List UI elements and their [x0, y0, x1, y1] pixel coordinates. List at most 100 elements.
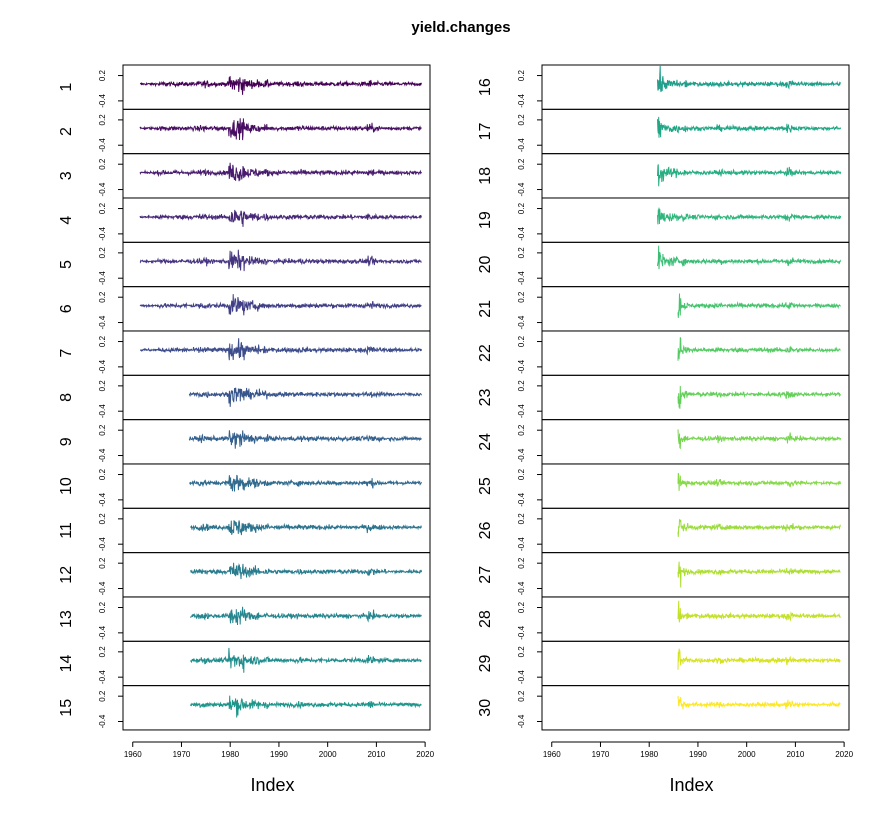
panel-10: 10 0.2 -0.4	[58, 463, 431, 509]
y-tick-label: 0.2	[517, 690, 526, 702]
x-tick-label: 1970	[173, 750, 191, 759]
panel-frame	[122, 241, 431, 288]
series-line-18	[657, 164, 842, 187]
series-line-28	[677, 600, 841, 623]
panel-frame	[541, 330, 850, 376]
panel-label: 21	[477, 300, 494, 318]
y-tick-label: -0.4	[98, 448, 107, 462]
panel-23: 23 0.2 -0.4	[477, 374, 850, 421]
panel-label: 17	[477, 122, 494, 140]
panel-label: 24	[477, 433, 494, 451]
x-tick-label: 2010	[367, 750, 385, 759]
y-tick-label: -0.4	[98, 670, 107, 684]
x-tick-label: 2000	[319, 750, 337, 759]
panel-label: 29	[477, 654, 494, 672]
panel-label: 16	[477, 78, 494, 96]
series-line-7	[139, 338, 422, 361]
panel-label: 5	[58, 260, 75, 269]
panel-3: 3 0.2 -0.4	[58, 153, 431, 199]
y-tick-label: -0.4	[98, 404, 107, 418]
series-line-2	[139, 118, 422, 141]
panel-label: 11	[58, 522, 75, 539]
chart-title: yield.changes	[411, 19, 510, 36]
series-line-17	[657, 116, 842, 138]
y-tick-label: 0.2	[98, 158, 107, 170]
y-tick-label: 0.2	[98, 557, 107, 569]
panel-frame	[122, 64, 431, 110]
y-tick-label: 0.2	[517, 114, 526, 126]
panel-7: 7 0.2 -0.4	[58, 330, 431, 376]
series-line-9	[188, 430, 422, 449]
panel-label: 22	[477, 344, 494, 362]
series-line-1	[139, 76, 422, 95]
y-tick-label: 0.2	[98, 424, 107, 436]
y-tick-label: -0.4	[98, 492, 107, 506]
x-tick-label: 2000	[738, 750, 756, 759]
x-tick-label: 1970	[592, 750, 610, 759]
panel-9: 9 0.2 -0.4	[58, 419, 431, 465]
panel-frame	[541, 241, 850, 288]
panel-label: 27	[477, 566, 494, 584]
x-tick-label: 2010	[786, 750, 804, 759]
series-line-5	[139, 249, 422, 272]
y-tick-label: 0.2	[98, 690, 107, 702]
x-tick-label: 1980	[221, 750, 239, 759]
panel-label: 7	[58, 349, 75, 358]
panel-frame	[541, 685, 850, 731]
y-tick-label: -0.4	[98, 271, 107, 285]
panel-label: 25	[477, 477, 494, 495]
panel-frame	[541, 640, 850, 687]
series-line-16	[657, 65, 841, 93]
y-tick-label: 0.2	[517, 646, 526, 658]
x-tick-label: 1990	[270, 750, 288, 759]
panel-frame	[541, 552, 850, 598]
y-tick-label: 0.2	[98, 646, 107, 658]
panel-frame	[541, 286, 850, 332]
series-line-4	[139, 209, 422, 227]
series-line-8	[188, 387, 423, 407]
y-tick-label: 0.2	[517, 335, 526, 347]
series-line-14	[190, 647, 422, 673]
y-tick-label: -0.4	[98, 182, 107, 196]
series-line-21	[677, 293, 841, 318]
y-tick-label: 0.2	[98, 513, 107, 525]
y-tick-label: -0.4	[98, 226, 107, 240]
series-line-29	[677, 648, 841, 670]
panel-26: 26 0.2 -0.4	[477, 507, 850, 554]
panel-label: 10	[58, 477, 75, 495]
y-tick-label: 0.2	[98, 69, 107, 81]
y-tick-label: 0.2	[517, 247, 526, 259]
y-tick-label: 0.2	[517, 202, 526, 214]
x-tick-label: 2020	[835, 750, 853, 759]
panel-frame	[122, 596, 431, 642]
x-tick-label: 1960	[543, 750, 561, 759]
series-line-13	[190, 606, 422, 626]
panel-label: 8	[58, 393, 75, 402]
panel-frame	[541, 419, 850, 465]
y-tick-label: -0.4	[517, 271, 526, 285]
y-tick-label: -0.4	[517, 448, 526, 462]
series-line-10	[188, 474, 423, 492]
panel-label: 3	[58, 171, 75, 180]
panel-19: 19 0.2 -0.4	[477, 197, 850, 243]
y-tick-label: -0.4	[98, 93, 107, 107]
panel-frame	[541, 463, 850, 509]
series-line-24	[677, 429, 841, 450]
panel-label: 18	[477, 167, 494, 185]
y-tick-label: 0.2	[98, 601, 107, 613]
series-line-20	[657, 245, 842, 270]
panel-frame	[122, 463, 431, 509]
x-axis-label: Index	[669, 775, 713, 795]
series-line-11	[190, 520, 422, 536]
panel-frame	[541, 596, 850, 642]
panel-frame	[122, 330, 431, 376]
y-tick-label: -0.4	[517, 581, 526, 595]
panel-label: 26	[477, 521, 494, 539]
y-tick-label: 0.2	[517, 468, 526, 480]
panel-label: 15	[58, 699, 75, 717]
y-tick-label: -0.4	[98, 138, 107, 152]
panel-17: 17 0.2 -0.4	[477, 108, 850, 155]
series-line-6	[139, 294, 422, 316]
series-line-23	[677, 385, 841, 409]
panel-6: 6 0.2 -0.4	[58, 286, 431, 332]
